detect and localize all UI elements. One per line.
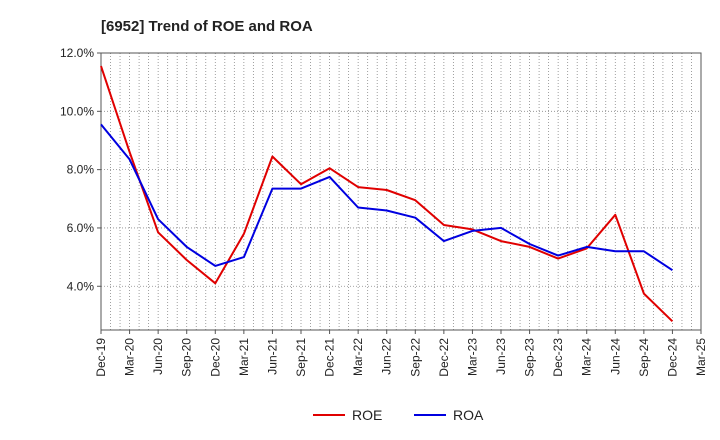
y-tick-label: 6.0%: [67, 221, 95, 235]
grid: [101, 52, 701, 330]
y-tick-label: 8.0%: [67, 163, 95, 177]
x-tick-label: Dec-22: [437, 338, 451, 377]
x-tick-label: Dec-24: [665, 338, 679, 377]
x-tick-label: Sep-24: [637, 338, 651, 377]
y-axis: 12.0% 10.0% 8.0% 6.0% 4.0%: [60, 46, 101, 293]
plot-area: [100, 52, 702, 331]
x-tick-label: Mar-24: [580, 338, 594, 376]
legend-roe-label: ROE: [352, 407, 382, 423]
x-tick-label: Sep-20: [180, 338, 194, 377]
x-tick-label: Sep-21: [294, 338, 308, 377]
x-tick-label: Dec-23: [551, 338, 565, 377]
x-tick-label: Mar-25: [694, 338, 708, 376]
y-tick-label: 10.0%: [60, 104, 94, 118]
x-tick-label: Jun-20: [151, 338, 165, 375]
x-tick-label: Jun-21: [265, 338, 279, 375]
legend: ROE ROA: [313, 407, 484, 423]
series-line-roe: [100, 65, 674, 323]
series-line-roa: [100, 123, 673, 272]
x-tick-label: Jun-22: [380, 338, 394, 375]
x-tick-label: Dec-19: [94, 338, 108, 377]
x-tick-label: Mar-21: [237, 338, 251, 376]
x-tick-label: Sep-23: [523, 338, 537, 377]
x-axis: Dec-19 Mar-20 Jun-20 Sep-20 Dec-20 Mar-21 Jun-…: [94, 330, 708, 377]
legend-roa-label: ROA: [453, 407, 484, 423]
x-tick-label: Dec-20: [208, 338, 222, 377]
series-lines: [100, 65, 674, 323]
x-tick-label: Mar-22: [351, 338, 365, 376]
x-tick-label: Jun-24: [608, 338, 622, 375]
y-tick-label: 12.0%: [60, 46, 94, 60]
x-tick-label: Dec-21: [323, 338, 337, 377]
chart-title: [6952] Trend of ROE and ROA: [101, 18, 313, 35]
x-tick-label: Jun-23: [494, 338, 508, 375]
x-tick-label: Sep-22: [408, 338, 422, 377]
x-tick-label: Mar-20: [123, 338, 137, 376]
y-tick-label: 4.0%: [67, 279, 95, 293]
x-tick-label: Mar-23: [465, 338, 479, 376]
